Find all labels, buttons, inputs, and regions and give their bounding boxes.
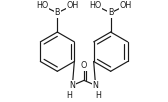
Text: HO: HO <box>36 1 48 10</box>
Text: H: H <box>67 91 72 100</box>
Text: H: H <box>96 91 101 100</box>
Text: OH: OH <box>66 1 79 10</box>
Text: N: N <box>70 81 75 90</box>
Text: N: N <box>93 81 98 90</box>
Text: HO: HO <box>89 1 102 10</box>
Text: B: B <box>108 8 113 17</box>
Text: OH: OH <box>120 1 132 10</box>
Text: B: B <box>55 8 60 17</box>
Text: O: O <box>81 61 87 70</box>
